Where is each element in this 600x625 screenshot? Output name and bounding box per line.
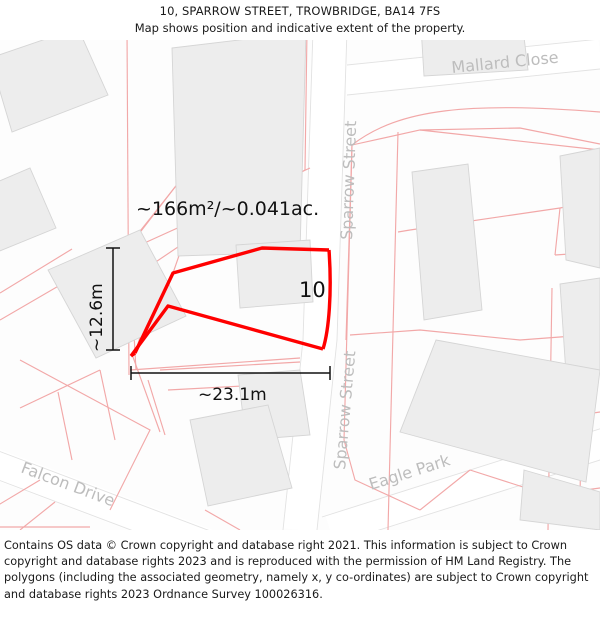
parcel-line-30 xyxy=(349,329,600,341)
plot-edge-spur-end xyxy=(129,351,137,358)
building-e-2 xyxy=(559,277,600,375)
subject-plot-outline[interactable] xyxy=(129,246,332,358)
map-svg: Sparrow Street Mallard Close Sparrow Str… xyxy=(0,40,600,530)
map-canvas[interactable]: Sparrow Street Mallard Close Sparrow Str… xyxy=(0,40,600,530)
map-header: 10, SPARROW STREET, TROWBRIDGE, BA14 7FS… xyxy=(0,0,600,40)
building-centre-1 xyxy=(171,40,307,257)
plot-edge-south xyxy=(129,304,324,358)
height-dimension-label: ~12.6m xyxy=(87,283,107,352)
street-label-sparrow-street-north: Sparrow Street xyxy=(337,120,360,240)
parcel-line-17 xyxy=(129,357,301,371)
parcel-line-11 xyxy=(57,391,73,461)
map-footer: Contains OS data © Crown copyright and d… xyxy=(0,530,600,625)
parcel-line-15 xyxy=(19,501,56,530)
building-ne-2 xyxy=(411,163,483,321)
building-e-1 xyxy=(559,147,600,269)
parcel-line-34 xyxy=(343,439,421,511)
parcel-line-21 xyxy=(351,127,600,146)
parcel-line-23 xyxy=(387,131,399,530)
parcel-line-36 xyxy=(419,469,471,511)
page-subtitle: Map shows position and indicative extent… xyxy=(134,21,466,35)
parcel-line-29 xyxy=(419,129,600,151)
building-nw-1 xyxy=(0,40,109,133)
parcel-line-38 xyxy=(351,107,600,146)
plot-edge-east xyxy=(321,249,332,350)
parcel-line-19 xyxy=(159,361,301,371)
road-edge-2 xyxy=(316,40,348,530)
building-se-2 xyxy=(519,469,600,530)
parcel-line-12 xyxy=(99,369,116,441)
copyright-notice: Contains OS data © Crown copyright and d… xyxy=(4,539,589,601)
parcel-line-26 xyxy=(554,207,561,256)
building-s-2 xyxy=(189,404,293,507)
width-dimension-label: ~23.1m xyxy=(198,385,267,405)
parcel-line-14 xyxy=(0,479,41,505)
parcel-line-37 xyxy=(345,144,353,341)
area-label: ~166m²/~0.041ac. xyxy=(136,198,319,220)
plot-edge-north-west xyxy=(133,246,330,354)
parcel-line-4 xyxy=(0,248,73,294)
page-title: 10, SPARROW STREET, TROWBRIDGE, BA14 7FS xyxy=(159,4,441,18)
building-nw-2 xyxy=(0,167,57,252)
building-se-1 xyxy=(399,339,600,483)
plot-number-label: 10 xyxy=(299,278,326,302)
road-edge-7 xyxy=(0,451,209,530)
dimension-layer xyxy=(106,247,331,380)
building-ne-1 xyxy=(421,40,529,77)
parcel-line-25 xyxy=(397,229,411,233)
road-edge-1 xyxy=(282,40,314,530)
road-falcon-drive-fill xyxy=(0,449,214,530)
parcel-line-10 xyxy=(19,369,101,409)
road-sparrow-street-fill xyxy=(283,40,347,530)
building-centre-2 xyxy=(235,239,314,309)
parcel-line-9 xyxy=(19,359,151,511)
road-edge-4 xyxy=(346,68,600,96)
parcel-line-18 xyxy=(147,379,166,436)
parcel-line-40 xyxy=(204,509,241,530)
road-edge-8 xyxy=(0,480,133,530)
